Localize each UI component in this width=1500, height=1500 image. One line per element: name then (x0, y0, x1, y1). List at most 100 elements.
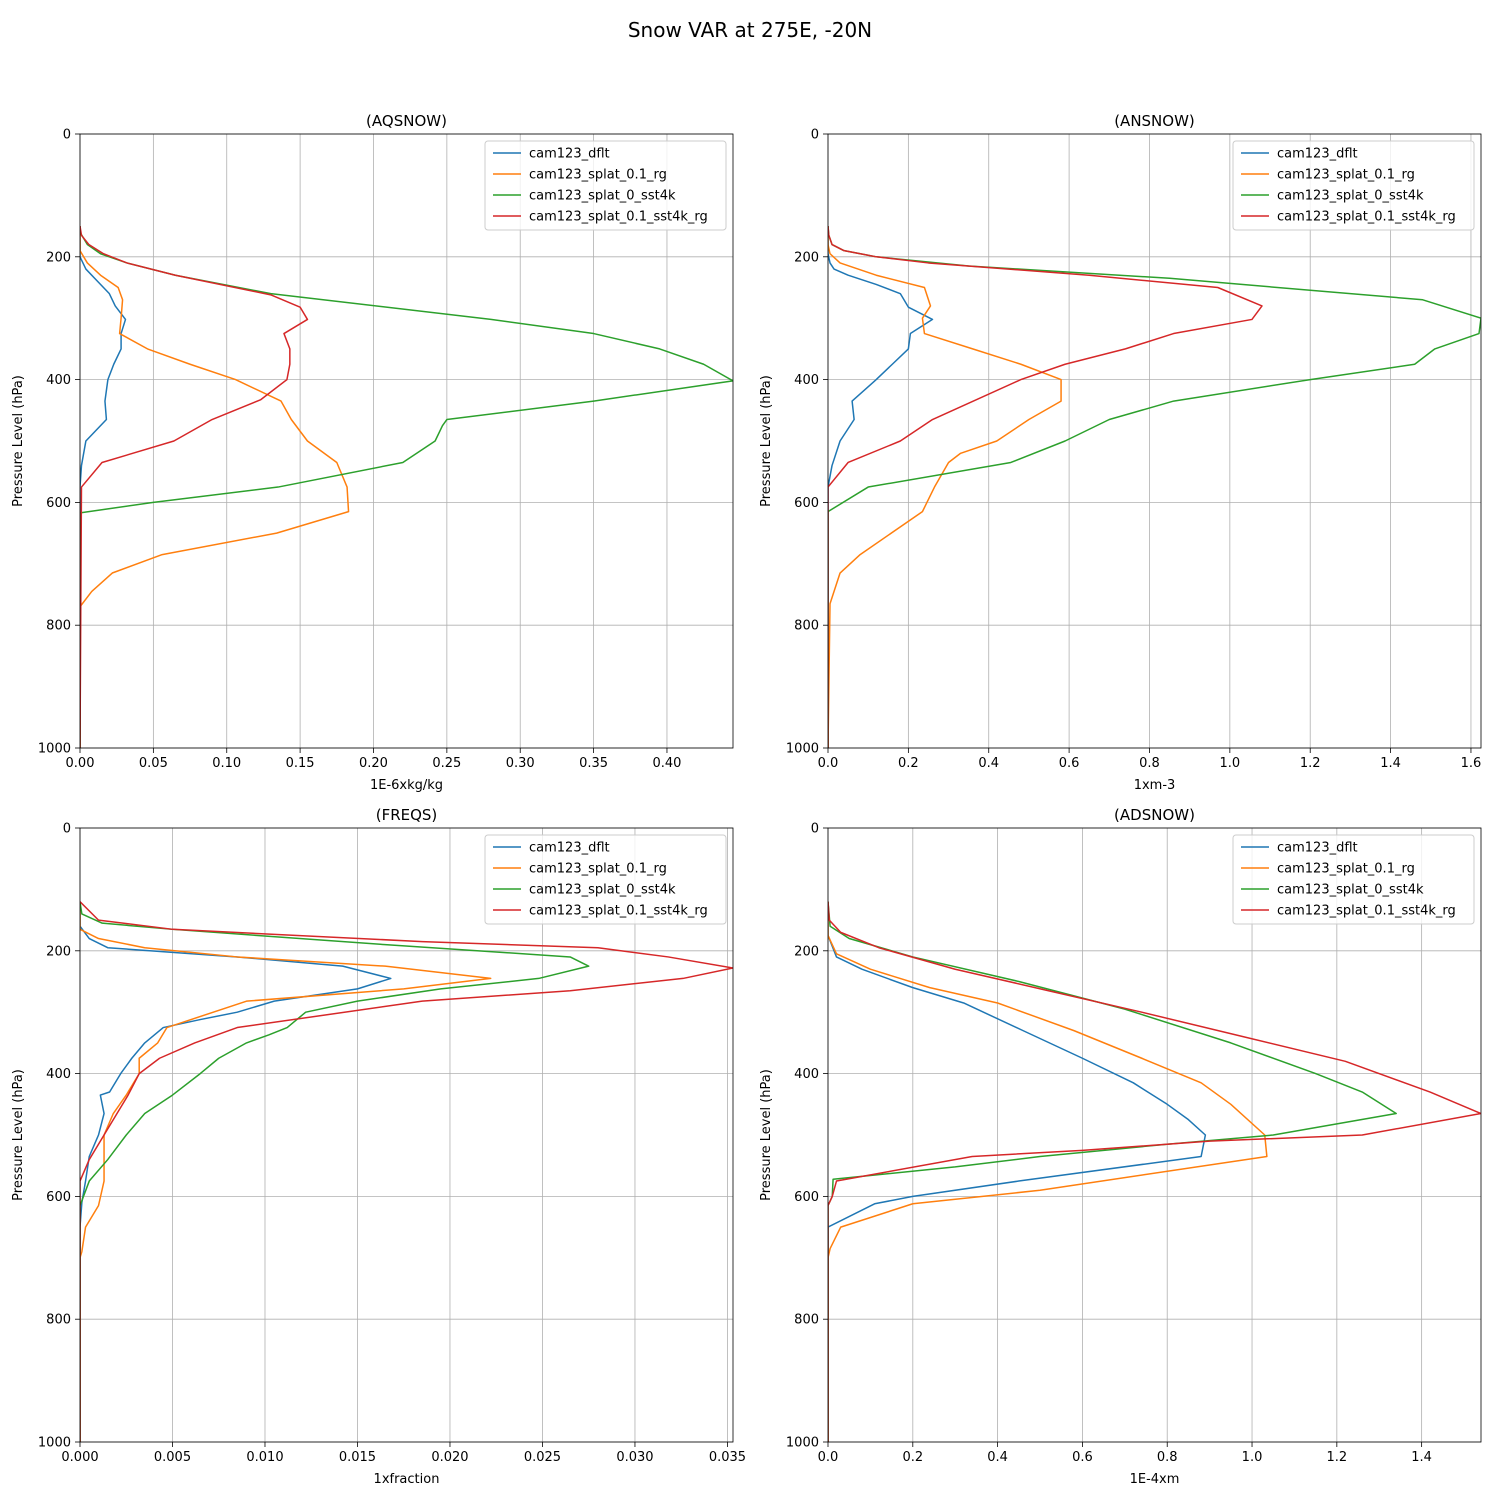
x-tick-label: 0.005 (154, 1450, 191, 1465)
panel-title: (AQSNOW) (366, 112, 447, 130)
x-tick-label: 0.020 (431, 1450, 468, 1465)
x-tick-label: 0.6 (1072, 1450, 1093, 1465)
y-tick-label: 400 (794, 1067, 819, 1082)
series-line-cam123_splat_0.1_sst4k_rg (80, 901, 733, 1442)
y-tick-label: 600 (794, 1190, 819, 1205)
panel-title: (FREQS) (376, 806, 438, 824)
y-axis-label: Pressure Level (hPa) (11, 1069, 26, 1201)
legend-label: cam123_splat_0_sst4k (529, 883, 676, 898)
y-tick-label: 1000 (38, 1436, 71, 1451)
x-axis-label: 1E-4xm (1130, 1472, 1180, 1487)
legend-label: cam123_dflt (529, 147, 610, 162)
y-tick-label: 800 (46, 1313, 71, 1328)
series-group (828, 226, 1481, 748)
x-tick-label: 0.000 (61, 1450, 98, 1465)
series-group (80, 901, 733, 1442)
x-tick-label: 1.0 (1242, 1450, 1263, 1465)
panel-ansnow: 0.0 0.2 0.4 0.6 0.8 1.0 1.2 1.4 1.6 0 200 400 600 800… (759, 112, 1482, 793)
legend-label: cam123_splat_0_sst4k (529, 189, 676, 204)
legend-label: cam123_splat_0.1_sst4k_rg (529, 904, 708, 919)
x-tick-label: 0.4 (978, 756, 999, 771)
legend-label: cam123_splat_0.1_rg (529, 862, 667, 877)
axes-frame (79, 133, 734, 749)
x-tick-label: 1.2 (1300, 756, 1321, 771)
y-tick-label: 600 (794, 496, 819, 511)
series-line-cam123_splat_0_sst4k (80, 901, 590, 1442)
x-tick-label: 0.8 (1139, 756, 1160, 771)
legend-label: cam123_splat_0.1_sst4k_rg (1277, 904, 1456, 919)
y-tick-label: 200 (794, 944, 819, 959)
x-axis-label: 1xfraction (374, 1472, 440, 1487)
legend-label: cam123_splat_0_sst4k (1277, 883, 1424, 898)
series-line-cam123_dflt (80, 226, 127, 748)
y-tick-label: 400 (46, 373, 71, 388)
series-group (828, 901, 1481, 1442)
series-line-cam123_splat_0.1_rg (80, 901, 492, 1442)
y-tick-label: 400 (46, 1067, 71, 1082)
legend: cam123_dflt cam123_splat_0.1_rg cam123_spl… (1232, 834, 1475, 925)
x-tick-label: 0.2 (898, 756, 919, 771)
x-tick-label: 0.0 (818, 1450, 839, 1465)
x-tick-label: 0.6 (1059, 756, 1080, 771)
x-tick-label: 0.40 (652, 756, 681, 771)
y-tick-label: 800 (46, 619, 71, 634)
series-line-cam123_splat_0.1_rg (828, 901, 1268, 1442)
legend-label: cam123_dflt (1277, 147, 1358, 162)
x-tick-label: 1.6 (1461, 756, 1482, 771)
panel-title: (ADSNOW) (1114, 806, 1195, 824)
x-tick-label: 0.20 (359, 756, 388, 771)
x-tick-label: 0.025 (524, 1450, 561, 1465)
x-tick-label: 1.2 (1326, 1450, 1347, 1465)
x-tick-label: 0.05 (139, 756, 168, 771)
panel-aqsnow: 0.00 0.05 0.10 0.15 0.20 0.25 0.30 0.35 0.40 0 200… (11, 112, 734, 793)
legend-label: cam123_splat_0.1_rg (1277, 862, 1415, 877)
y-axis-label: Pressure Level (hPa) (759, 1069, 774, 1201)
y-axis-label: Pressure Level (hPa) (11, 375, 26, 507)
series-group (80, 225, 733, 748)
legend-label: cam123_splat_0.1_rg (529, 168, 667, 183)
series-line-cam123_splat_0.1_sst4k_rg (828, 901, 1481, 1442)
x-axis-label: 1E-6xkg/kg (370, 778, 443, 793)
x-tick-label: 0.030 (616, 1450, 653, 1465)
x-axis-label: 1xm-3 (1134, 778, 1176, 793)
x-tick-label: 0.4 (987, 1450, 1008, 1465)
y-tick-label: 200 (46, 944, 71, 959)
axes-frame (827, 133, 1482, 749)
x-tick-label: 0.015 (339, 1450, 376, 1465)
y-tick-label: 0 (63, 128, 71, 143)
y-tick-label: 0 (63, 822, 71, 837)
y-axis-label: Pressure Level (hPa) (759, 375, 774, 507)
legend-label: cam123_splat_0.1_sst4k_rg (1277, 210, 1456, 225)
x-tick-label: 1.0 (1220, 756, 1241, 771)
legend-box (1232, 834, 1475, 925)
y-tick-label: 400 (794, 373, 819, 388)
panel-title: (ANSNOW) (1114, 112, 1195, 130)
legend: cam123_dflt cam123_splat_0.1_rg cam123_spl… (484, 834, 727, 925)
y-tick-label: 1000 (786, 1436, 819, 1451)
x-tick-label: 0.00 (66, 756, 95, 771)
legend-label: cam123_splat_0.1_rg (1277, 168, 1415, 183)
legend-label: cam123_dflt (1277, 841, 1358, 856)
x-tick-label: 0.25 (432, 756, 461, 771)
x-tick-label: 0.35 (579, 756, 608, 771)
axes-frame (79, 827, 734, 1443)
grid (827, 133, 1481, 749)
x-tick-label: 0.0 (818, 756, 839, 771)
x-tick-label: 1.4 (1411, 1450, 1432, 1465)
x-tick-label: 0.30 (506, 756, 535, 771)
x-tick-label: 0.2 (902, 1450, 923, 1465)
y-tick-label: 1000 (786, 742, 819, 757)
x-tick-label: 0.10 (212, 756, 241, 771)
x-tick-label: 1.4 (1380, 756, 1401, 771)
series-line-cam123_dflt (80, 901, 392, 1442)
panel-adsnow: 0.0 0.2 0.4 0.6 0.8 1.0 1.2 1.4 0 200 400 600 800 100… (759, 806, 1482, 1487)
legend: cam123_dflt cam123_splat_0.1_rg cam123_spl… (484, 140, 727, 231)
series-line-cam123_dflt (828, 226, 934, 748)
series-line-cam123_splat_0_sst4k (80, 226, 733, 748)
y-tick-label: 200 (794, 250, 819, 265)
x-tick-label: 0.8 (1157, 1450, 1178, 1465)
grid (79, 133, 733, 749)
legend-label: cam123_splat_0_sst4k (1277, 189, 1424, 204)
y-tick-label: 800 (794, 619, 819, 634)
series-line-cam123_splat_0.1_sst4k_rg (80, 225, 309, 748)
